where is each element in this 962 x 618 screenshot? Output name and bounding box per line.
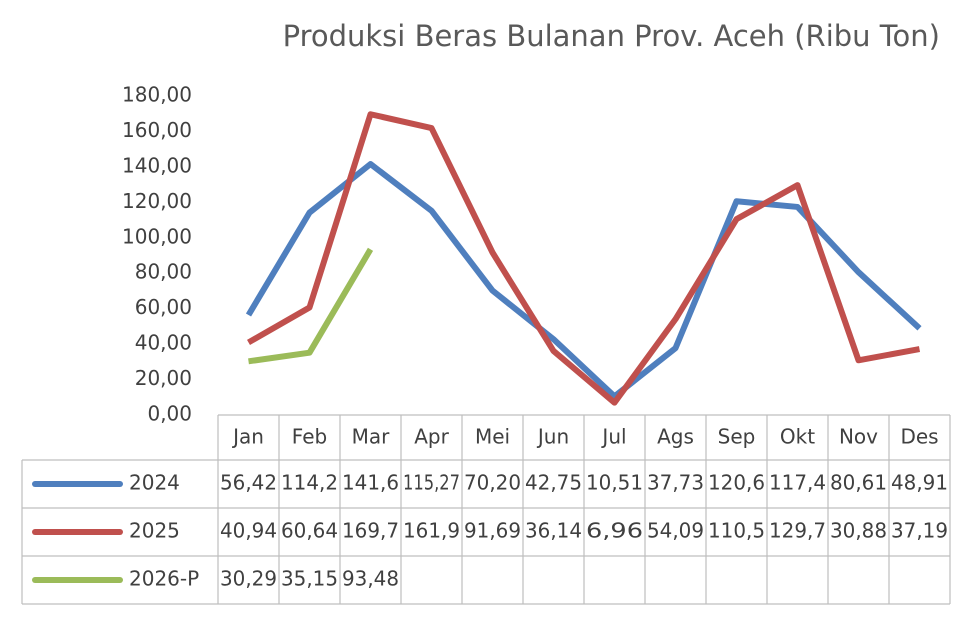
data-label: 35,15 xyxy=(281,567,338,591)
data-label: 6,96 xyxy=(586,519,643,543)
x-tick-label: Ags xyxy=(657,425,694,449)
legend-label: 2024 xyxy=(129,471,180,495)
y-tick-label: 20,00 xyxy=(135,366,192,390)
y-tick-label: 80,00 xyxy=(135,260,192,284)
series-line xyxy=(248,247,374,365)
x-tick-label: Jun xyxy=(536,425,569,449)
data-label: 161,9 xyxy=(403,519,460,543)
y-tick-label: 60,00 xyxy=(135,295,192,319)
y-tick-label: 160,00 xyxy=(122,118,192,142)
legend-label: 2025 xyxy=(129,519,180,543)
data-label: 141,6 xyxy=(342,471,399,495)
y-tick-label: 40,00 xyxy=(135,331,192,355)
y-tick-label: 0,00 xyxy=(147,402,192,426)
data-label: 54,09 xyxy=(647,519,704,543)
data-label: 117,4 xyxy=(769,471,826,495)
series-line xyxy=(247,111,921,406)
data-label: 48,91 xyxy=(891,471,948,495)
data-label: 42,75 xyxy=(525,471,582,495)
data-label: 91,69 xyxy=(464,519,521,543)
x-tick-label: Nov xyxy=(839,425,878,449)
x-tick-label: Des xyxy=(900,425,938,449)
data-label: 56,42 xyxy=(220,471,277,495)
x-tick-label: Mei xyxy=(475,425,510,449)
data-label: 40,94 xyxy=(220,519,277,543)
data-label: 70,20 xyxy=(464,471,521,495)
data-label: 80,61 xyxy=(830,471,887,495)
data-label: 114,2 xyxy=(281,471,338,495)
x-tick-label: Jul xyxy=(600,425,626,449)
y-tick-label: 180,00 xyxy=(122,83,192,107)
x-tick-label: Apr xyxy=(414,425,449,449)
legend-label: 2026-P xyxy=(129,567,199,591)
data-label: 115,27 xyxy=(403,471,460,495)
x-tick-label: Sep xyxy=(718,425,756,449)
x-tick-label: Mar xyxy=(352,425,391,449)
data-label: 37,19 xyxy=(891,519,948,543)
data-label: 120,6 xyxy=(708,471,765,495)
data-label: 36,14 xyxy=(525,519,582,543)
data-label: 129,7 xyxy=(769,519,826,543)
data-label: 93,48 xyxy=(342,567,399,591)
x-tick-label: Okt xyxy=(780,425,815,449)
x-tick-label: Feb xyxy=(292,425,327,449)
x-tick-label: Jan xyxy=(231,425,264,449)
data-label: 30,29 xyxy=(220,567,277,591)
data-label: 110,5 xyxy=(708,519,765,543)
data-label: 10,51 xyxy=(586,471,643,495)
data-label: 30,88 xyxy=(830,519,887,543)
data-label: 37,73 xyxy=(647,471,704,495)
y-tick-label: 120,00 xyxy=(122,189,192,213)
y-tick-label: 100,00 xyxy=(122,224,192,248)
data-label: 60,64 xyxy=(281,519,338,543)
chart-title: Produksi Beras Bulanan Prov. Aceh (Ribu … xyxy=(283,19,940,53)
data-label: 169,7 xyxy=(342,519,399,543)
y-tick-label: 140,00 xyxy=(122,153,192,177)
